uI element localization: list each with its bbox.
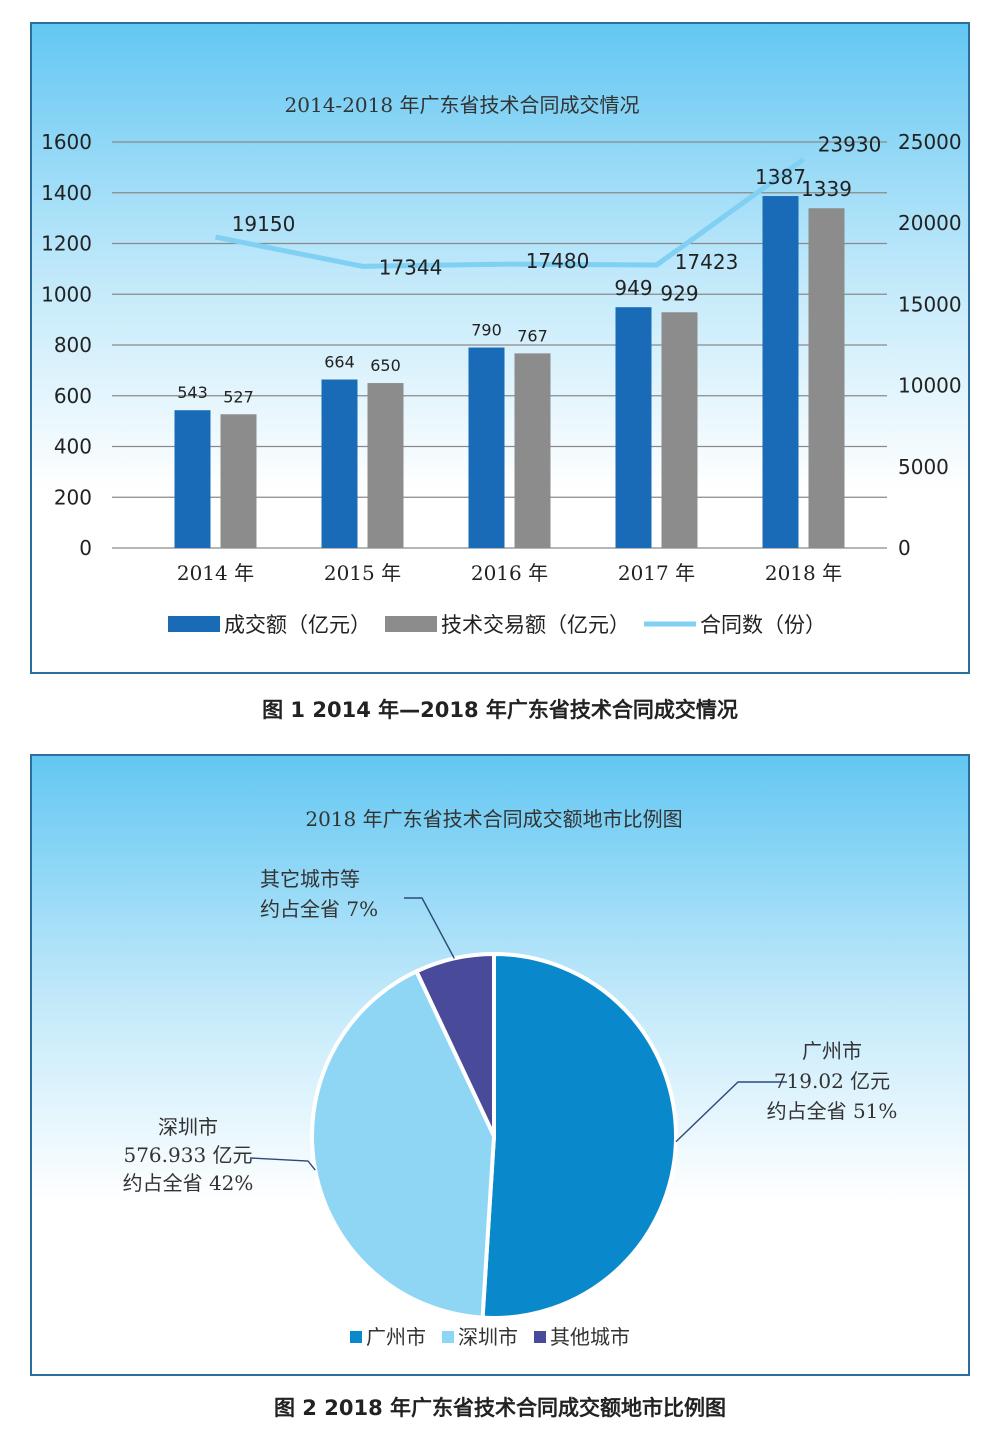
left-tick-label: 1200: [41, 232, 92, 256]
figure-caption-2: 图 2 2018 年广东省技术合同成交额地市比例图: [274, 1396, 726, 1420]
slice-label: 576.933 亿元: [123, 1143, 252, 1167]
line-value-label: 17423: [675, 250, 739, 274]
line-value-label: 17480: [526, 249, 590, 273]
bar-deal-amount: [615, 307, 652, 548]
legend-label: 技术交易额（亿元）: [441, 613, 630, 637]
legend-swatch: [385, 616, 437, 632]
category-label: 2017 年: [618, 561, 695, 585]
category-label: 2014 年: [177, 561, 254, 585]
slice-label: 约占全省 42%: [123, 1171, 254, 1195]
bar-value-label: 543: [177, 383, 208, 402]
combo-chart: 2014-2018 年广东省技术合同成交情况 0 200 400 600 800 1000…: [41, 93, 962, 637]
legend-label: 其他城市: [550, 1325, 630, 1349]
slice-label: 约占全省 51%: [767, 1099, 898, 1123]
bar-deal-amount: [174, 410, 211, 548]
right-tick-label: 10000: [898, 374, 962, 398]
category-label: 2018 年: [765, 561, 842, 585]
legend-swatch: [442, 1331, 454, 1343]
line-value-label: 19150: [232, 212, 296, 236]
legend-label: 合同数（份）: [700, 613, 826, 637]
bars: [174, 196, 845, 548]
left-tick-label: 600: [54, 384, 92, 408]
chart-title: 2014-2018 年广东省技术合同成交情况: [285, 93, 640, 117]
legend-swatch: [350, 1331, 362, 1343]
legend-label: 深圳市: [458, 1325, 518, 1349]
legend-swatch: [534, 1331, 546, 1343]
pie-slices: [310, 951, 678, 1320]
bar-tech-amount: [220, 414, 257, 548]
bar-value-label: 929: [660, 281, 698, 305]
left-tick-label: 1000: [41, 282, 92, 306]
bar-tech-amount: [514, 353, 551, 548]
slice-label: 深圳市: [158, 1115, 218, 1139]
right-tick-label: 25000: [898, 130, 962, 154]
slice-label: 广州市: [802, 1039, 862, 1063]
data-labels: 543 664 790 949 1387 527 650 767 929 1339 19150 173…: [177, 132, 881, 406]
pie-slice: [480, 951, 678, 1320]
left-axis: 0 200 400 600 800 1000 1200 1400 1600: [41, 130, 92, 560]
slice-label: 719.02 亿元: [774, 1069, 890, 1093]
right-tick-label: 0: [898, 536, 911, 560]
right-tick-label: 20000: [898, 211, 962, 235]
bar-deal-amount: [468, 347, 505, 548]
left-tick-label: 200: [54, 485, 92, 509]
bar-value-label: 527: [223, 387, 254, 406]
chart-panel-2: 2018 年广东省技术合同成交额地市比例图 广州市 719.02 亿元 约占全省 5…: [30, 754, 970, 1376]
bar-value-label: 949: [614, 276, 652, 300]
bar-deal-amount: [321, 379, 358, 548]
bar-tech-amount: [808, 208, 845, 548]
left-tick-label: 1600: [41, 130, 92, 154]
leader-line: [249, 1157, 316, 1171]
bar-value-label: 664: [324, 353, 355, 372]
bar-deal-amount: [762, 196, 799, 548]
right-tick-label: 15000: [898, 292, 962, 316]
left-tick-label: 1400: [41, 181, 92, 205]
bar-value-label: 767: [517, 326, 548, 345]
bar-tech-amount: [661, 312, 698, 548]
x-axis-labels: 2014 年 2015 年 2016 年 2017 年 2018 年: [177, 561, 842, 585]
line-value-label: 17344: [379, 255, 443, 279]
legend: 广州市 深圳市 其他城市: [350, 1325, 630, 1349]
line-value-label: 23930: [818, 132, 882, 156]
slice-label: 其它城市等: [260, 867, 360, 891]
leader-line: [404, 897, 455, 959]
legend: 成交额（亿元） 技术交易额（亿元） 合同数（份）: [168, 613, 826, 637]
chart-title: 2018 年广东省技术合同成交额地市比例图: [305, 807, 682, 831]
legend-label: 成交额（亿元）: [224, 613, 371, 637]
left-tick-label: 400: [54, 435, 92, 459]
pie-slice: [310, 968, 497, 1320]
bar-value-label: 1339: [801, 177, 852, 201]
bar-value-label: 790: [471, 321, 502, 340]
slice-label: 约占全省 7%: [260, 897, 378, 921]
leader-line: [675, 1081, 787, 1143]
left-tick-label: 800: [54, 333, 92, 357]
chart-panel-1: 2014-2018 年广东省技术合同成交情况 0 200 400 600 800 1000…: [30, 22, 970, 674]
category-label: 2016 年: [471, 561, 548, 585]
line-series: [215, 157, 805, 269]
right-tick-label: 5000: [898, 455, 949, 479]
figure-caption-1: 图 1 2014 年—2018 年广东省技术合同成交情况: [262, 698, 738, 722]
bar-value-label: 1387: [755, 165, 806, 189]
bar-value-label: 650: [370, 356, 401, 375]
category-label: 2015 年: [324, 561, 401, 585]
right-axis: 0 5000 10000 15000 20000 25000: [898, 130, 962, 560]
legend-label: 广州市: [366, 1325, 426, 1349]
left-tick-label: 0: [79, 536, 92, 560]
legend-swatch: [168, 616, 220, 632]
bar-tech-amount: [367, 383, 404, 548]
